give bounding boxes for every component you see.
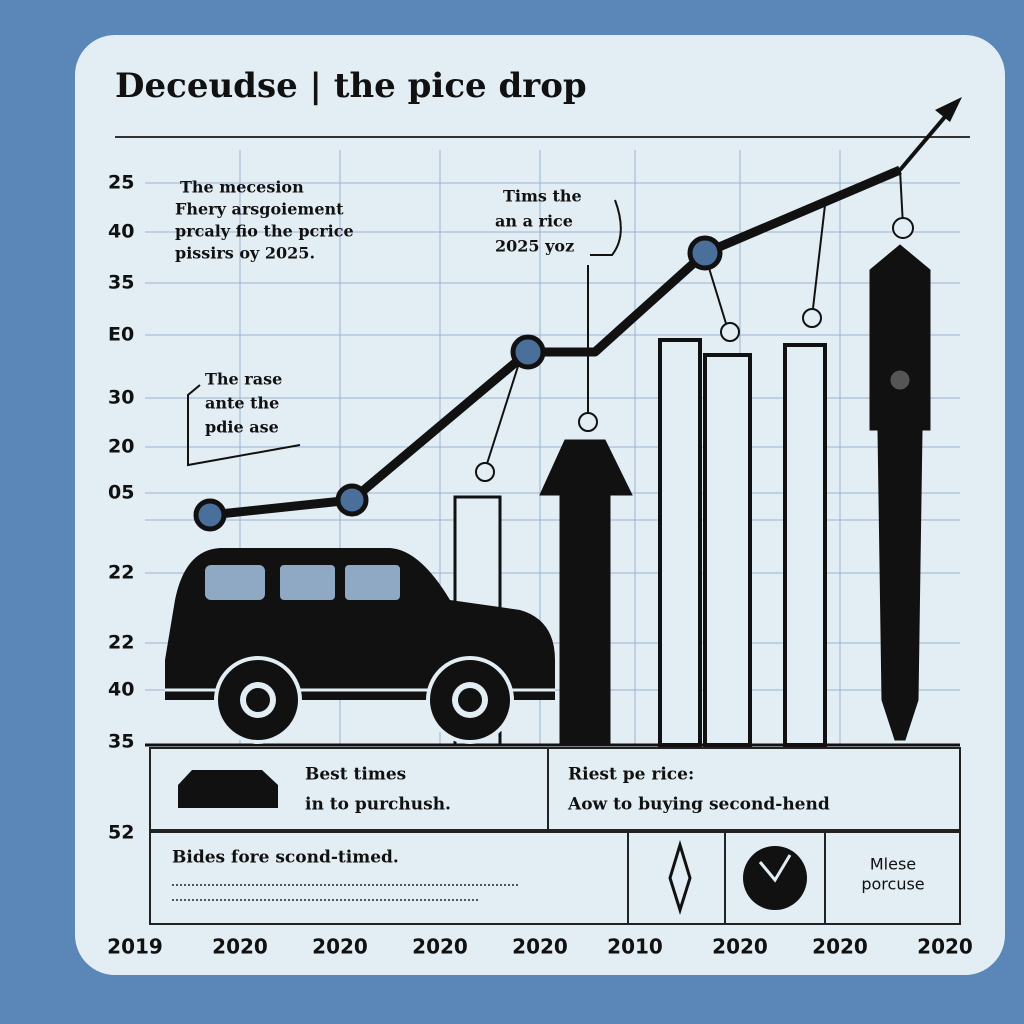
trend-line — [209, 165, 902, 520]
panel-text: Bides fore scond-timed. — [172, 848, 399, 868]
x-labels: 2019 2020 2020 2020 2020 2010 2020 2020 … — [107, 935, 973, 959]
panel-text: Mlese — [870, 855, 916, 874]
annotation: The mecesion — [180, 178, 304, 197]
annotation: an a rice — [495, 212, 573, 231]
y-label: 35 — [108, 272, 134, 294]
x-label: 2019 — [107, 935, 163, 959]
panel-text: Aow to buying second-hend — [567, 795, 830, 815]
placeholder-lines — [172, 884, 520, 901]
x-label: 2020 — [812, 935, 868, 959]
y-label: 40 — [108, 679, 134, 701]
x-label: 2020 — [312, 935, 368, 959]
panel-text: Best times — [305, 765, 406, 785]
x-label: 2020 — [212, 935, 268, 959]
pins — [475, 169, 914, 482]
y-label: 05 — [108, 482, 134, 504]
y-label: 30 — [108, 387, 134, 409]
y-label: 22 — [108, 632, 134, 654]
y-label: 25 — [108, 172, 134, 194]
x-label: 2020 — [412, 935, 468, 959]
annotation: prcaly fio the pcrice — [175, 222, 354, 241]
panel-text: Riest pe rice: — [568, 765, 694, 785]
y-label: 22 — [108, 562, 134, 584]
y-label: 52 — [108, 822, 134, 844]
annotation: pdie ase — [205, 418, 279, 437]
panel-text: in to purchush. — [305, 795, 451, 815]
annotation: ante the — [205, 394, 279, 413]
y-label: 35 — [108, 731, 134, 753]
x-label: 2020 — [917, 935, 973, 959]
title: Deceudse | the pice drop — [115, 66, 587, 106]
icons — [178, 770, 807, 916]
panel-text: porcuse — [861, 875, 924, 894]
bars — [453, 244, 931, 747]
car — [165, 548, 555, 744]
x-label: 2010 — [607, 935, 663, 959]
annotation: pissirs oy 2025. — [175, 244, 315, 263]
annotation: Fhery arsgoiement — [175, 200, 344, 219]
annotation: Tims the — [503, 187, 582, 206]
y-label: 20 — [108, 436, 134, 458]
y-labels: 25 40 35 E0 30 20 05 22 22 40 35 52 — [108, 172, 134, 844]
y-label: E0 — [108, 324, 134, 346]
trend-points — [193, 235, 723, 532]
arrow-head — [935, 97, 962, 122]
x-label: 2020 — [512, 935, 568, 959]
annotation: 2025 yoz — [495, 237, 574, 256]
bracket — [590, 199, 622, 256]
x-label: 2020 — [712, 935, 768, 959]
y-label: 40 — [108, 221, 134, 243]
bracket — [187, 384, 301, 467]
boxes — [149, 747, 961, 925]
annotation: The rase — [205, 370, 282, 389]
